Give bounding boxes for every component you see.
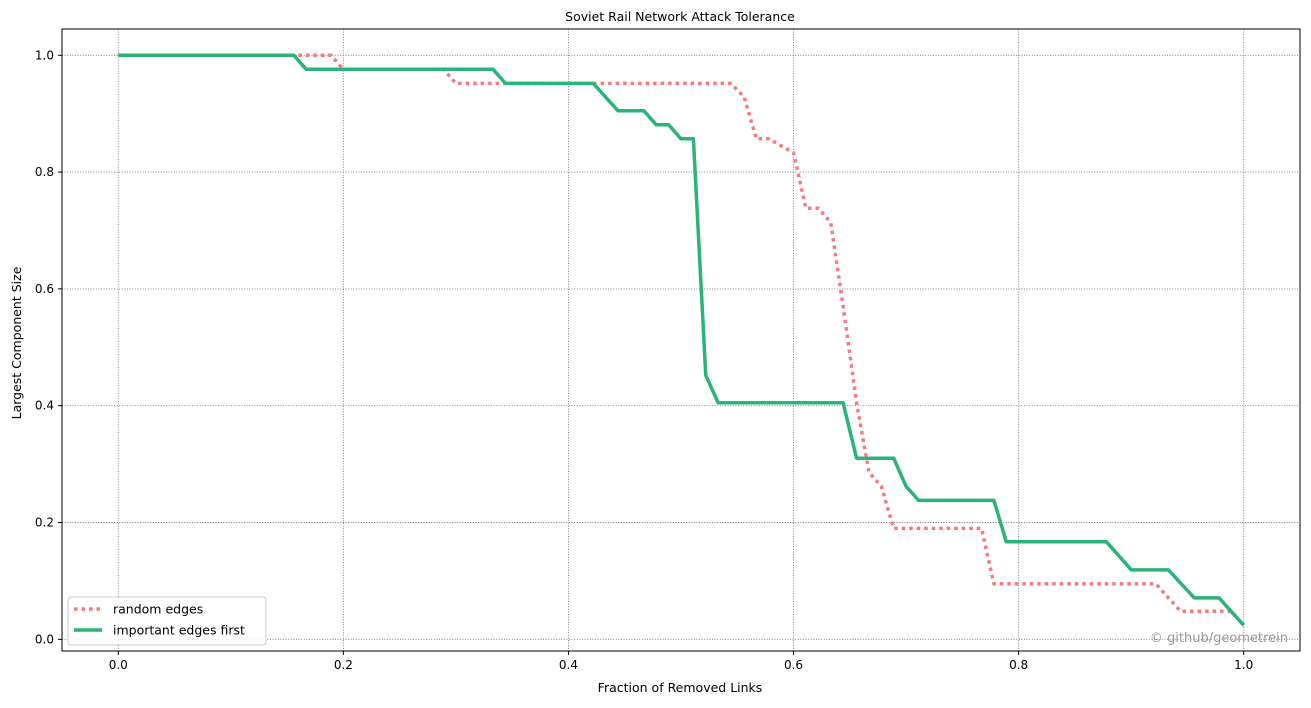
legend-box: [67, 596, 267, 646]
x-tick-label: 0.0: [109, 658, 128, 672]
series-layer: [118, 53, 1246, 627]
y-axis-ticks: 0.0 0.2 0.4 0.6 0.8 1.0: [35, 48, 62, 646]
y-tick-label: 0.6: [35, 282, 54, 296]
x-tick-label: 0.8: [1009, 658, 1028, 672]
x-axis-ticks: 0.0 0.2 0.4 0.6 0.8 1.0: [109, 651, 1253, 672]
legend: random edges important edges first: [67, 596, 267, 646]
x-tick-label: 0.6: [784, 658, 803, 672]
legend-label: important edges first: [113, 623, 245, 638]
y-tick-label: 0.0: [35, 632, 54, 646]
y-tick-label: 0.8: [35, 165, 54, 179]
legend-label: random edges: [113, 602, 203, 617]
x-tick-label: 0.4: [559, 658, 578, 672]
y-tick-label: 1.0: [35, 48, 54, 62]
y-axis-label: Largest Component Size: [9, 266, 24, 419]
y-tick-label: 0.2: [35, 516, 54, 530]
random-edges-line: [118, 53, 1246, 627]
chart-title: Soviet Rail Network Attack Tolerance: [565, 9, 795, 24]
watermark: © github/geometrein: [1150, 631, 1288, 646]
important-edges-line: [118, 53, 1246, 627]
y-tick-label: 0.4: [35, 399, 54, 413]
x-tick-label: 0.2: [334, 658, 353, 672]
x-axis-label: Fraction of Removed Links: [598, 680, 763, 695]
plot-frame: [61, 28, 1301, 652]
x-tick-label: 1.0: [1234, 658, 1253, 672]
